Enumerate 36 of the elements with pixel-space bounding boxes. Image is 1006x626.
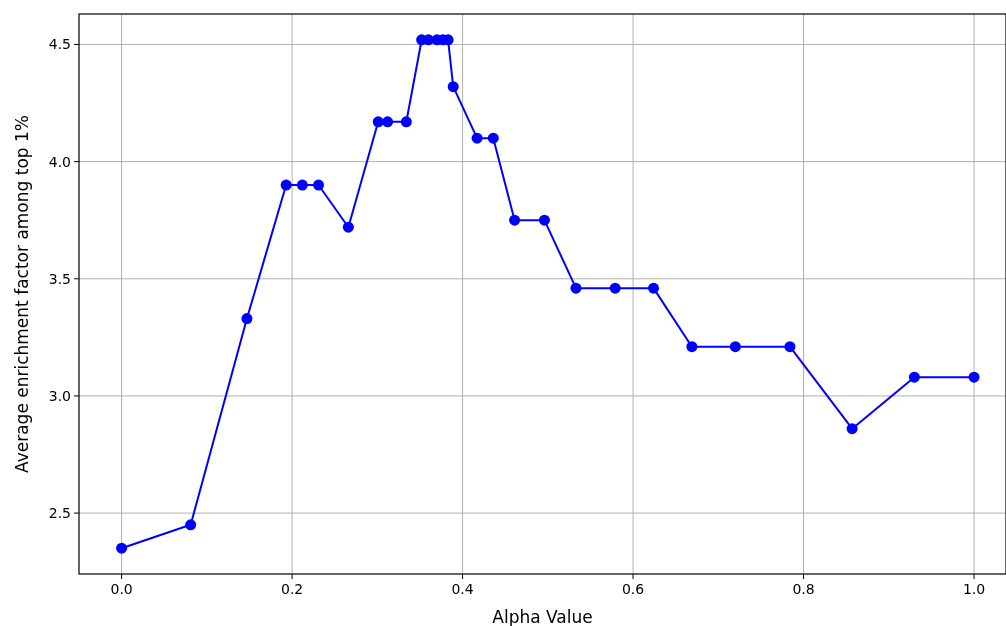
- point: [784, 341, 796, 353]
- point: [908, 371, 920, 383]
- x-tick-label: 1.0: [962, 581, 986, 597]
- point: [648, 282, 660, 294]
- point: [280, 179, 292, 191]
- point: [342, 221, 354, 233]
- point: [116, 542, 128, 554]
- y-tick-label: 4.5: [48, 36, 71, 53]
- point: [313, 179, 325, 191]
- x-tick-label: 0.0: [110, 581, 133, 597]
- point: [686, 341, 698, 353]
- point: [400, 116, 412, 128]
- point: [609, 282, 621, 294]
- point: [968, 371, 980, 383]
- x-tick-label: 0.6: [621, 581, 645, 597]
- y-tick-label: 3.5: [48, 270, 71, 287]
- point: [487, 132, 499, 144]
- point: [570, 282, 582, 294]
- point: [447, 81, 459, 93]
- point: [185, 519, 197, 531]
- point: [241, 313, 253, 325]
- point: [846, 423, 858, 435]
- point: [538, 214, 550, 226]
- y-tick-label: 3.0: [48, 387, 71, 404]
- point: [509, 214, 521, 226]
- x-tick-label: 0.4: [451, 581, 474, 597]
- x-axis-title: Alpha Value: [492, 607, 593, 626]
- point: [382, 116, 394, 128]
- y-axis-title: Average enrichment factor among top 1%: [12, 115, 32, 473]
- point: [471, 132, 483, 144]
- point: [296, 179, 308, 191]
- y-tick-label: 2.5: [48, 505, 71, 522]
- point: [729, 341, 741, 353]
- x-tick-label: 0.8: [792, 581, 815, 597]
- y-tick-label: 4.0: [48, 153, 71, 170]
- x-tick-label: 0.2: [280, 581, 304, 597]
